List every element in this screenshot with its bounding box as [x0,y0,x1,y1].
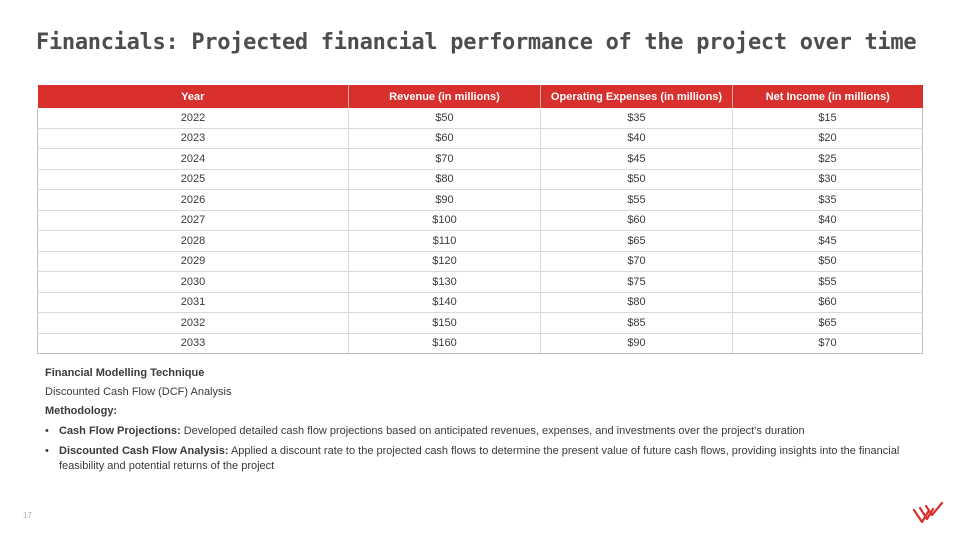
cell-operating-expenses: $85 [540,312,733,334]
cell-revenue: $130 [348,271,541,293]
financials-table: Year Revenue (in millions) Operating Exp… [37,85,923,354]
cell-revenue: $160 [348,333,541,354]
cell-year: 2030 [37,271,349,293]
header-year: Year [37,85,349,108]
cell-net-income: $35 [732,189,923,211]
bullet-term: Discounted Cash Flow Analysis: [59,445,229,457]
slide-title: Financials: Projected financial performa… [36,30,917,55]
table-row: 2026 $90 $55 $35 [37,189,923,211]
notes-section: Financial Modelling Technique Discounted… [45,367,915,479]
technique-name: Discounted Cash Flow (DCF) Analysis [45,386,232,398]
cell-year: 2033 [37,333,349,354]
table-row: 2028 $110 $65 $45 [37,230,923,252]
cell-net-income: $45 [732,230,923,252]
cell-net-income: $55 [732,271,923,293]
cell-operating-expenses: $40 [540,128,733,149]
cell-operating-expenses: $60 [540,210,733,231]
table-row: 2031 $140 $80 $60 [37,292,923,313]
cell-net-income: $15 [732,108,923,129]
cell-revenue: $120 [348,251,541,272]
header-net-income: Net Income (in millions) [732,85,923,108]
cell-operating-expenses: $45 [540,148,733,170]
cell-year: 2031 [37,292,349,313]
cell-revenue: $70 [348,148,541,170]
bullet-text: Developed detailed cash flow projections… [180,425,805,437]
cell-revenue: $110 [348,230,541,252]
table-row: 2024 $70 $45 $25 [37,148,923,170]
cell-revenue: $60 [348,128,541,149]
cell-operating-expenses: $55 [540,189,733,211]
cell-revenue: $90 [348,189,541,211]
cell-revenue: $80 [348,169,541,190]
cell-year: 2028 [37,230,349,252]
cell-revenue: $100 [348,210,541,231]
table-row: 2032 $150 $85 $65 [37,312,923,334]
cell-operating-expenses: $70 [540,251,733,272]
technique-heading: Financial Modelling Technique [45,367,205,379]
cell-operating-expenses: $65 [540,230,733,252]
cell-operating-expenses: $90 [540,333,733,354]
table-row: 2023 $60 $40 $20 [37,128,923,149]
cell-net-income: $60 [732,292,923,313]
cell-year: 2026 [37,189,349,211]
brand-logo-icon [911,500,945,530]
bullet-icon: • [45,445,49,457]
cell-net-income: $50 [732,251,923,272]
cell-net-income: $30 [732,169,923,190]
cell-net-income: $20 [732,128,923,149]
cell-year: 2022 [37,108,349,129]
cell-revenue: $50 [348,108,541,129]
header-revenue: Revenue (in millions) [348,85,541,108]
cell-year: 2023 [37,128,349,149]
cell-year: 2032 [37,312,349,334]
cell-revenue: $150 [348,312,541,334]
cell-operating-expenses: $80 [540,292,733,313]
cell-year: 2029 [37,251,349,272]
header-operating-expenses: Operating Expenses (in millions) [540,85,733,108]
cell-net-income: $40 [732,210,923,231]
table-row: 2029 $120 $70 $50 [37,251,923,272]
table-row: 2030 $130 $75 $55 [37,271,923,293]
cell-revenue: $140 [348,292,541,313]
bullet-text: Applied a discount rate to the projected… [59,445,900,472]
page-number: 17 [23,511,32,520]
cell-year: 2027 [37,210,349,231]
methodology-label: Methodology: [45,405,118,417]
cell-net-income: $25 [732,148,923,170]
bullet-item: • Discounted Cash Flow Analysis: Applied… [45,444,915,474]
bullet-term: Cash Flow Projections: [59,425,181,437]
table-row: 2022 $50 $35 $15 [37,108,923,129]
table-row: 2027 $100 $60 $40 [37,210,923,231]
cell-operating-expenses: $35 [540,108,733,129]
table-header-row: Year Revenue (in millions) Operating Exp… [37,85,923,108]
cell-operating-expenses: $75 [540,271,733,293]
cell-operating-expenses: $50 [540,169,733,190]
bullet-icon: • [45,425,49,437]
cell-year: 2025 [37,169,349,190]
cell-net-income: $65 [732,312,923,334]
table-row: 2025 $80 $50 $30 [37,169,923,190]
cell-net-income: $70 [732,333,923,354]
bullet-item: • Cash Flow Projections: Developed detai… [45,424,915,439]
table-row: 2033 $160 $90 $70 [37,333,923,354]
cell-year: 2024 [37,148,349,170]
